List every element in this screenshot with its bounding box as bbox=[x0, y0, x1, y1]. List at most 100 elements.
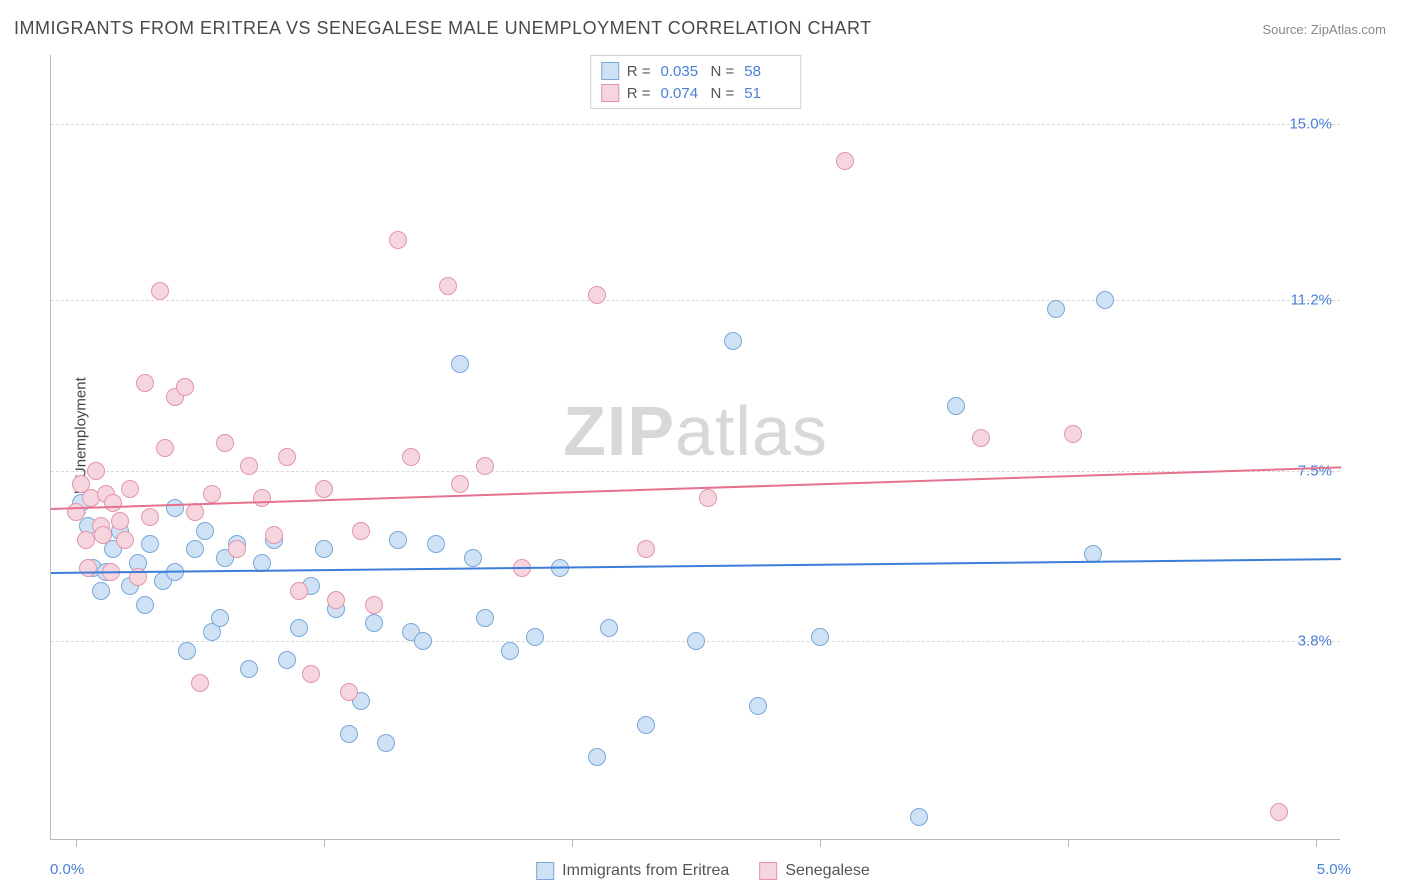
x-axis-min-label: 0.0% bbox=[50, 861, 84, 878]
scatter-point bbox=[278, 448, 296, 466]
scatter-point bbox=[104, 494, 122, 512]
x-tick bbox=[1068, 839, 1069, 847]
scatter-point bbox=[389, 231, 407, 249]
scatter-point bbox=[699, 489, 717, 507]
scatter-point bbox=[290, 582, 308, 600]
r-prefix: R = bbox=[627, 85, 651, 102]
scatter-point bbox=[196, 522, 214, 540]
legend-bottom: Immigrants from Eritrea Senegalese bbox=[526, 862, 880, 880]
source-prefix: Source: bbox=[1262, 22, 1310, 37]
x-tick bbox=[76, 839, 77, 847]
scatter-point bbox=[352, 522, 370, 540]
scatter-point bbox=[340, 725, 358, 743]
scatter-point bbox=[476, 609, 494, 627]
scatter-point bbox=[240, 660, 258, 678]
stats-box: R = 0.035N = 58R = 0.074N = 51 bbox=[590, 55, 802, 109]
scatter-point bbox=[156, 439, 174, 457]
scatter-point bbox=[464, 549, 482, 567]
scatter-point bbox=[94, 526, 112, 544]
scatter-point bbox=[637, 540, 655, 558]
scatter-point bbox=[476, 457, 494, 475]
chart-title: IMMIGRANTS FROM ERITREA VS SENEGALESE MA… bbox=[14, 18, 872, 39]
scatter-point bbox=[116, 531, 134, 549]
scatter-point bbox=[141, 508, 159, 526]
y-tick-label: 15.0% bbox=[1289, 116, 1332, 133]
scatter-point bbox=[67, 503, 85, 521]
scatter-point bbox=[451, 475, 469, 493]
scatter-point bbox=[315, 480, 333, 498]
source-name: ZipAtlas.com bbox=[1311, 22, 1386, 37]
legend-label: Immigrants from Eritrea bbox=[562, 862, 729, 880]
scatter-point bbox=[427, 535, 445, 553]
n-prefix: N = bbox=[711, 85, 735, 102]
legend-label: Senegalese bbox=[785, 862, 870, 880]
stats-row: R = 0.035N = 58 bbox=[601, 60, 787, 82]
scatter-point bbox=[910, 808, 928, 826]
scatter-point bbox=[191, 674, 209, 692]
scatter-point bbox=[278, 651, 296, 669]
r-prefix: R = bbox=[627, 63, 651, 80]
y-tick-label: 11.2% bbox=[1291, 291, 1332, 308]
scatter-point bbox=[1047, 300, 1065, 318]
scatter-point bbox=[724, 332, 742, 350]
x-tick bbox=[572, 839, 573, 847]
scatter-point bbox=[186, 540, 204, 558]
y-tick-label: 7.5% bbox=[1298, 462, 1332, 479]
scatter-point bbox=[749, 697, 767, 715]
scatter-point bbox=[365, 596, 383, 614]
scatter-point bbox=[228, 540, 246, 558]
scatter-point bbox=[176, 378, 194, 396]
watermark-light: atlas bbox=[675, 392, 828, 470]
scatter-point bbox=[340, 683, 358, 701]
scatter-point bbox=[947, 397, 965, 415]
legend-swatch bbox=[601, 62, 619, 80]
scatter-point bbox=[687, 632, 705, 650]
r-value: 0.074 bbox=[661, 85, 701, 102]
scatter-point bbox=[151, 282, 169, 300]
x-axis-max-label: 5.0% bbox=[1317, 861, 1351, 878]
scatter-point bbox=[265, 526, 283, 544]
scatter-point bbox=[377, 734, 395, 752]
scatter-point bbox=[836, 152, 854, 170]
legend-item: Senegalese bbox=[759, 862, 870, 880]
scatter-point bbox=[253, 489, 271, 507]
scatter-point bbox=[111, 512, 129, 530]
scatter-point bbox=[389, 531, 407, 549]
legend-swatch bbox=[601, 84, 619, 102]
x-tick bbox=[820, 839, 821, 847]
scatter-point bbox=[211, 609, 229, 627]
scatter-point bbox=[1096, 291, 1114, 309]
x-tick bbox=[324, 839, 325, 847]
r-value: 0.035 bbox=[661, 63, 701, 80]
n-value: 51 bbox=[744, 85, 784, 102]
y-tick-label: 3.8% bbox=[1298, 633, 1332, 650]
scatter-point bbox=[203, 485, 221, 503]
legend-swatch bbox=[536, 862, 554, 880]
scatter-point bbox=[79, 559, 97, 577]
scatter-point bbox=[600, 619, 618, 637]
scatter-point bbox=[290, 619, 308, 637]
scatter-point bbox=[327, 591, 345, 609]
scatter-point bbox=[87, 462, 105, 480]
scatter-point bbox=[186, 503, 204, 521]
trend-line bbox=[51, 558, 1341, 574]
scatter-point bbox=[141, 535, 159, 553]
scatter-point bbox=[216, 434, 234, 452]
scatter-point bbox=[588, 286, 606, 304]
scatter-point bbox=[1270, 803, 1288, 821]
stats-row: R = 0.074 N = 51 bbox=[601, 82, 787, 104]
scatter-point bbox=[972, 429, 990, 447]
scatter-point bbox=[1064, 425, 1082, 443]
scatter-point bbox=[526, 628, 544, 646]
scatter-point bbox=[414, 632, 432, 650]
scatter-point bbox=[178, 642, 196, 660]
n-prefix: N = bbox=[711, 63, 735, 80]
legend-item: Immigrants from Eritrea bbox=[536, 862, 729, 880]
watermark: ZIPatlas bbox=[563, 391, 828, 471]
scatter-point bbox=[451, 355, 469, 373]
scatter-point bbox=[365, 614, 383, 632]
scatter-point bbox=[439, 277, 457, 295]
scatter-point bbox=[637, 716, 655, 734]
scatter-point bbox=[166, 499, 184, 517]
scatter-point bbox=[315, 540, 333, 558]
